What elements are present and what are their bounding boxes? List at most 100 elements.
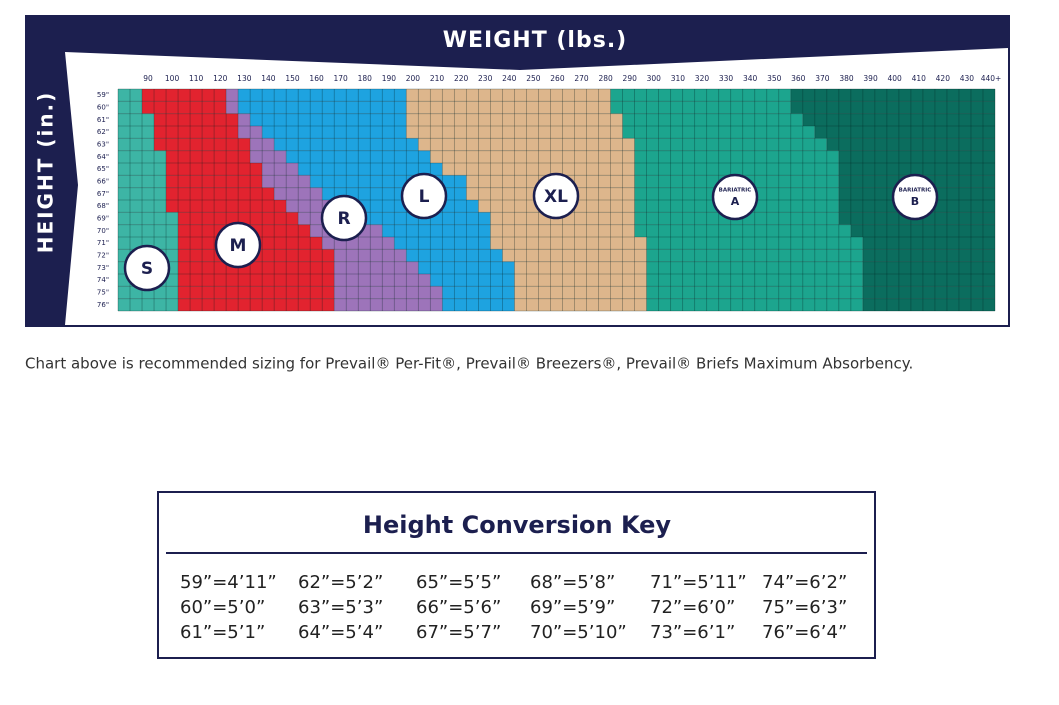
height-tick-label: 63" [97,141,109,149]
size-band [406,249,503,262]
size-band [622,113,803,126]
size-band [442,298,515,311]
height-tick-label: 74" [97,276,109,284]
size-band [634,138,827,151]
key-entry: 72”=6’0” [650,597,735,618]
weight-tick-label: 390 [863,74,878,83]
size-band [514,274,647,287]
size-band [238,89,407,102]
size-band [334,249,407,262]
size-band [118,286,179,299]
size-band [862,286,995,299]
weight-tick-label: 360 [791,74,806,83]
height-tick-label: 69" [97,215,109,223]
size-band [502,249,647,262]
size-band [166,187,275,200]
size-band [418,138,635,151]
size-band [646,261,863,274]
size-band [118,101,143,114]
size-band [442,163,635,176]
key-title: Height Conversion Key [363,511,672,539]
size-band [262,126,407,139]
weight-tick-label: 90 [143,74,153,83]
size-band [646,237,863,250]
key-entry: 64”=5’4” [298,622,383,643]
size-band [622,126,815,139]
size-band [142,101,227,114]
caption: Chart above is recommended sizing for Pr… [25,355,913,373]
size-band [646,249,863,262]
size-badge [711,173,759,221]
weight-tick-label: 320 [695,74,710,83]
size-label: B [911,195,919,208]
size-band [274,138,419,151]
size-label: M [230,236,247,256]
height-tick-label: 59" [97,91,109,99]
size-band [634,163,839,176]
weight-tick-label: 370 [815,74,830,83]
height-tick-label: 76" [97,301,109,309]
size-band [154,126,239,139]
size-band [118,138,155,151]
size-band [118,212,179,225]
key-entry: 62”=5’2” [298,572,383,593]
weight-tick-label: 330 [719,74,734,83]
height-tick-label: 67" [97,190,109,198]
size-band [118,113,155,126]
weight-tick-label: 290 [623,74,638,83]
size-band [118,126,155,139]
size-band [646,286,863,299]
size-band [490,224,635,237]
size-band [178,274,335,287]
weight-tick-label: 440+ [981,74,1002,83]
key-entry: 60”=5’0” [180,597,265,618]
size-note: BARIATRIC [719,188,752,194]
weight-tick-label: 310 [671,74,686,83]
key-entry: 65”=5’5” [416,572,501,593]
weight-label: WEIGHT (lbs.) [443,28,627,53]
size-band [250,150,287,163]
weight-tick-label: 340 [743,74,758,83]
size-band [298,163,443,176]
size-band [262,163,299,176]
weight-tick-label: 190 [382,74,397,83]
size-band [118,200,167,213]
size-band [862,237,995,250]
size-band [118,237,179,250]
size-band [850,224,995,237]
height-tick-label: 70" [97,227,109,235]
weight-tick-label: 420 [936,74,951,83]
height-tick-label: 75" [97,289,109,297]
size-label: R [337,209,350,229]
size-band [118,187,167,200]
height-tick-label: 68" [97,202,109,210]
size-band [334,274,431,287]
height-tick-label: 71" [97,239,109,247]
size-label: A [731,195,740,208]
size-band [394,237,491,250]
size-band [634,150,839,163]
weight-tick-label: 350 [767,74,782,83]
key-entry: 76”=6’4” [762,622,847,643]
size-band [118,224,179,237]
weight-tick-label: 150 [285,74,300,83]
height-tick-label: 61" [97,116,109,124]
weight-tick-label: 240 [502,74,517,83]
size-band [166,150,251,163]
size-band [166,163,263,176]
size-band [514,286,647,299]
weight-tick-label: 140 [261,74,276,83]
size-band [250,138,275,151]
size-band [610,89,791,102]
size-band [178,212,299,225]
size-band [166,175,263,188]
size-badge [123,244,171,292]
size-band [406,126,623,139]
height-tick-label: 65" [97,165,109,173]
size-band [118,175,167,188]
size-band [790,89,995,102]
size-band [430,274,515,287]
weight-tick-label: 180 [358,74,373,83]
size-band [826,138,995,151]
size-band [610,101,791,114]
